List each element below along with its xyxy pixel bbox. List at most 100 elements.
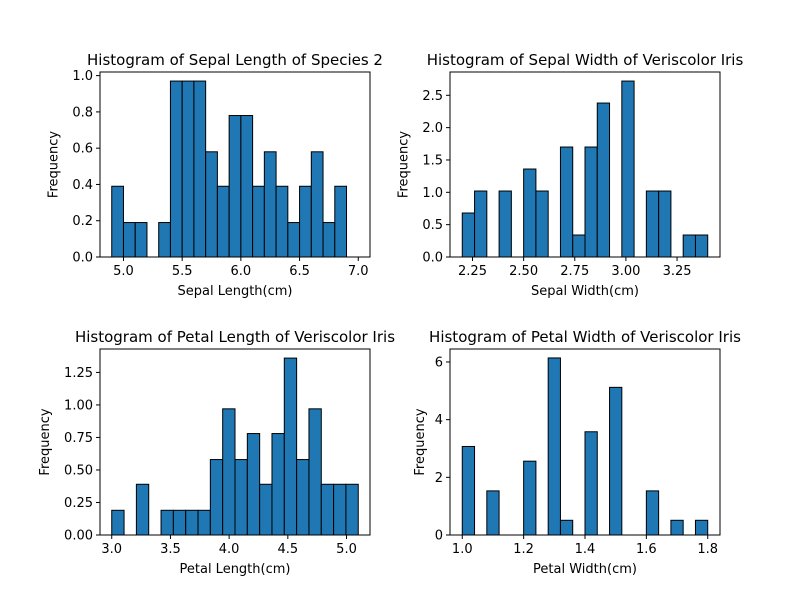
y-ticks-group: 0 2 4 6 xyxy=(435,355,450,544)
histogram-bar xyxy=(523,460,537,536)
y-tick-label: 2 xyxy=(435,471,443,486)
histogram-bar xyxy=(572,234,586,258)
x-ticks-group: 3.0 3.5 4.0 4.5 5.0 xyxy=(101,535,357,557)
histogram-bar xyxy=(584,146,598,258)
y-tick-label: 4 xyxy=(435,413,443,428)
histogram-bar xyxy=(658,190,672,258)
histogram-bar xyxy=(283,357,298,536)
x-tick-label: 2.25 xyxy=(458,264,487,279)
y-tick-label: 6 xyxy=(435,355,443,370)
y-tick-label: 1.5 xyxy=(422,153,443,168)
histogram-bar xyxy=(122,222,136,258)
histogram-bar xyxy=(246,433,261,536)
histogram-bar xyxy=(645,190,660,258)
y-tick-label: 0.4 xyxy=(72,178,93,193)
histogram-bar xyxy=(134,222,148,258)
y-tick-label: 0.75 xyxy=(64,431,93,446)
chart-title: Histogram of Sepal Length of Species 2 xyxy=(87,51,383,69)
histogram-bar xyxy=(111,509,125,536)
y-axis-label: Frequency xyxy=(38,408,53,475)
histogram-bar xyxy=(263,151,277,258)
histogram-bar xyxy=(172,509,187,536)
histogram-bar xyxy=(559,146,574,258)
histogram-bar xyxy=(310,151,324,258)
y-axis-label: Frequency xyxy=(46,131,61,198)
histogram-bar xyxy=(461,212,476,258)
y-axis-label: Frequency xyxy=(413,408,428,475)
chart-title: Histogram of Petal Width of Veriscolor I… xyxy=(429,328,741,346)
chart-title: Histogram of Sepal Width of Veriscolor I… xyxy=(427,51,744,69)
x-axis-label: Sepal Length(cm) xyxy=(177,284,292,299)
x-axis-label: Petal Width(cm) xyxy=(533,562,637,577)
histogram-bar xyxy=(181,80,195,258)
y-tick-label: 0.0 xyxy=(422,251,443,266)
x-ticks-group: 1.0 1.2 1.4 1.6 1.8 xyxy=(452,535,718,557)
histogram-bar xyxy=(197,509,211,536)
histogram-bar xyxy=(523,168,537,258)
plot-frame xyxy=(99,348,371,536)
histogram-bar xyxy=(185,509,199,536)
x-tick-label: 5.5 xyxy=(172,264,193,279)
x-tick-label: 3.5 xyxy=(160,542,181,557)
histogram-panel-sepal-length: 5.0 5.5 6.0 6.5 7.0 0.0 0.2 0.4 0.6 0.8 1.0 Histo… xyxy=(46,51,383,299)
y-tick-label: 0.0 xyxy=(72,251,93,266)
y-tick-label: 0 xyxy=(435,529,443,544)
y-tick-label: 0.00 xyxy=(64,529,93,544)
histogram-bar xyxy=(158,222,171,258)
histogram-bar xyxy=(461,445,476,536)
histogram-bar xyxy=(193,80,207,258)
histogram-bar xyxy=(609,386,623,536)
histogram-panel-sepal-width: 2.25 2.50 2.75 3.00 3.25 0.00.51.01.52.02.5 … xyxy=(396,51,743,299)
x-tick-label: 2.50 xyxy=(509,264,538,279)
x-ticks-group: 2.25 2.50 2.75 3.00 3.25 xyxy=(458,257,692,279)
histogram-bar xyxy=(205,151,218,258)
histogram-bar xyxy=(271,433,285,536)
histogram-bar xyxy=(486,490,500,536)
histogram-bar xyxy=(694,234,709,258)
histogram-bar xyxy=(645,490,660,536)
x-tick-label: 2.75 xyxy=(560,264,589,279)
y-tick-label: 0.2 xyxy=(72,214,93,229)
plot-frame xyxy=(449,71,721,258)
x-axis-label: Sepal Width(cm) xyxy=(531,284,639,299)
histogram-bar xyxy=(240,115,254,258)
x-tick-label: 5.0 xyxy=(336,542,357,557)
plot-frame xyxy=(449,348,721,536)
histogram-bar xyxy=(296,459,310,536)
y-tick-label: 1.25 xyxy=(64,366,93,381)
x-tick-label: 3.00 xyxy=(611,264,640,279)
y-tick-label: 1.00 xyxy=(64,398,93,413)
x-tick-label: 1.6 xyxy=(636,542,657,557)
histogram-bar xyxy=(345,483,359,536)
y-tick-label: 1.0 xyxy=(422,186,443,201)
y-tick-label: 0.6 xyxy=(72,142,93,157)
histogram-bar xyxy=(670,519,684,536)
plot-frame xyxy=(99,71,371,258)
histogram-bar xyxy=(621,80,635,258)
histogram-panel-petal-length: 3.0 3.5 4.0 4.5 5.0 0.00 0.25 0.50 0.75 1.00 1.25… xyxy=(38,328,395,577)
x-tick-label: 1.4 xyxy=(575,542,596,557)
histogram-bar xyxy=(584,431,598,536)
histogram-bar xyxy=(535,190,549,258)
histogram-bar xyxy=(320,483,335,536)
histogram-bar xyxy=(135,483,150,536)
x-tick-label: 1.2 xyxy=(513,542,534,557)
histogram-bar xyxy=(252,185,265,258)
y-tick-label: 2.5 xyxy=(422,89,443,104)
y-tick-label: 0.8 xyxy=(72,105,93,120)
histogram-bar xyxy=(308,408,322,536)
histogram-bar xyxy=(547,357,561,536)
histogram-bar xyxy=(322,222,336,258)
x-tick-label: 3.25 xyxy=(663,264,692,279)
x-tick-label: 3.0 xyxy=(101,542,122,557)
histogram-bar xyxy=(333,483,347,536)
histogram-bar xyxy=(209,459,224,536)
x-tick-label: 6.5 xyxy=(289,264,310,279)
histogram-bar xyxy=(559,519,574,536)
histogram-panel-petal-width: 1.0 1.2 1.4 1.6 1.8 0 2 4 6 Histogram of Petal … xyxy=(413,328,741,577)
histogram-bar xyxy=(694,519,709,536)
histogram-bar xyxy=(299,185,312,258)
x-tick-label: 6.0 xyxy=(231,264,252,279)
histogram-bar xyxy=(234,459,248,536)
y-ticks-group: 0.0 0.2 0.4 0.6 0.8 1.0 xyxy=(72,69,100,266)
